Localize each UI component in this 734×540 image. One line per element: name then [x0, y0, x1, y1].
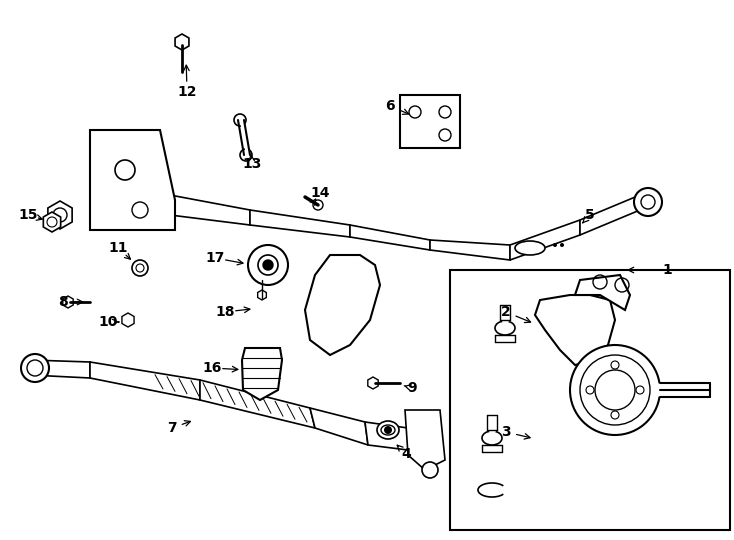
Polygon shape	[535, 295, 615, 365]
Polygon shape	[170, 195, 250, 225]
Polygon shape	[90, 130, 175, 230]
Polygon shape	[510, 220, 580, 260]
Ellipse shape	[377, 421, 399, 439]
Circle shape	[636, 386, 644, 394]
Circle shape	[586, 386, 594, 394]
Circle shape	[240, 149, 252, 161]
Circle shape	[313, 200, 323, 210]
Circle shape	[234, 114, 246, 126]
Text: 18: 18	[215, 305, 235, 319]
Polygon shape	[305, 255, 380, 355]
Polygon shape	[430, 240, 510, 260]
Ellipse shape	[495, 321, 515, 335]
Text: 17: 17	[206, 251, 225, 265]
Polygon shape	[90, 362, 200, 400]
Polygon shape	[200, 380, 315, 428]
Polygon shape	[310, 408, 368, 445]
Text: 8: 8	[58, 295, 68, 309]
Polygon shape	[580, 195, 640, 235]
Polygon shape	[405, 410, 445, 470]
Circle shape	[21, 354, 49, 382]
Polygon shape	[242, 348, 282, 400]
Circle shape	[422, 462, 438, 478]
Circle shape	[553, 243, 557, 247]
Ellipse shape	[515, 241, 545, 255]
Circle shape	[611, 411, 619, 419]
Polygon shape	[575, 275, 630, 310]
Text: 6: 6	[385, 99, 395, 113]
Circle shape	[560, 243, 564, 247]
Polygon shape	[400, 95, 460, 148]
Polygon shape	[250, 210, 350, 237]
Text: 10: 10	[98, 315, 117, 329]
Bar	[450, 270, 730, 530]
Text: 13: 13	[242, 157, 262, 171]
Circle shape	[258, 255, 278, 275]
Text: 4: 4	[401, 447, 411, 461]
Text: 9: 9	[407, 381, 417, 395]
Text: 5: 5	[585, 208, 595, 222]
Text: 16: 16	[203, 361, 222, 375]
Polygon shape	[350, 225, 430, 250]
Polygon shape	[30, 360, 90, 378]
Ellipse shape	[482, 431, 502, 445]
Text: 15: 15	[18, 208, 37, 222]
Polygon shape	[408, 422, 425, 450]
Text: 2: 2	[501, 305, 511, 319]
Circle shape	[132, 260, 148, 276]
Circle shape	[384, 426, 392, 434]
Text: 12: 12	[177, 85, 197, 99]
Circle shape	[634, 188, 662, 216]
Text: 7: 7	[167, 421, 177, 435]
Text: 3: 3	[501, 425, 511, 439]
Polygon shape	[365, 422, 408, 450]
Circle shape	[570, 345, 660, 435]
Text: 1: 1	[662, 263, 672, 277]
Circle shape	[611, 361, 619, 369]
Text: 14: 14	[310, 186, 330, 200]
Text: 11: 11	[108, 241, 128, 255]
Circle shape	[248, 245, 288, 285]
Circle shape	[263, 260, 273, 270]
